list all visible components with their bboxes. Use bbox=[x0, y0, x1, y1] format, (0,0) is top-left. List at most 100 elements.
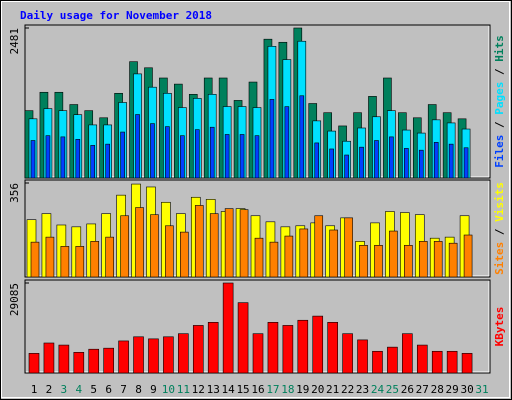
x-tick-label: 22 bbox=[341, 383, 354, 396]
bar bbox=[359, 146, 364, 179]
x-tick-label: 25 bbox=[386, 383, 399, 396]
bar bbox=[252, 333, 264, 374]
bar bbox=[60, 246, 70, 278]
bar bbox=[45, 236, 55, 278]
bar bbox=[299, 95, 305, 179]
x-tick-label: 28 bbox=[431, 383, 444, 396]
bar bbox=[209, 126, 215, 179]
x-tick-label: 2 bbox=[46, 383, 53, 396]
bar bbox=[402, 333, 413, 374]
bar bbox=[448, 242, 458, 278]
x-tick-label: 8 bbox=[135, 383, 142, 396]
bar bbox=[389, 230, 398, 278]
y-tick-label: 2481 bbox=[8, 28, 21, 55]
bar bbox=[433, 241, 443, 278]
x-tick-label: 26 bbox=[401, 383, 414, 396]
x-tick-label: 30 bbox=[460, 383, 473, 396]
bar bbox=[75, 246, 85, 278]
bar bbox=[329, 229, 338, 278]
bar bbox=[178, 333, 189, 374]
legend: KBytes bbox=[493, 307, 506, 347]
bar bbox=[118, 340, 129, 374]
bar bbox=[254, 237, 264, 278]
bar bbox=[135, 207, 144, 278]
x-tick-label: 11 bbox=[177, 383, 190, 396]
bar bbox=[224, 208, 234, 278]
bar bbox=[224, 134, 230, 179]
bar bbox=[431, 350, 443, 374]
bar bbox=[389, 136, 394, 179]
bar bbox=[163, 336, 174, 374]
bar bbox=[404, 148, 409, 179]
x-tick-label: 4 bbox=[75, 383, 82, 396]
bar bbox=[284, 235, 294, 278]
bar bbox=[314, 215, 324, 278]
bar bbox=[267, 322, 279, 374]
bar bbox=[30, 241, 40, 278]
bar bbox=[461, 353, 473, 374]
legend-entry: Sites bbox=[493, 242, 506, 275]
y-tick-label: 29085 bbox=[8, 283, 21, 316]
x-tick-label: 9 bbox=[150, 383, 157, 396]
bar bbox=[133, 336, 144, 374]
bar bbox=[222, 282, 234, 374]
bar bbox=[60, 136, 66, 179]
bar bbox=[254, 135, 260, 179]
bar bbox=[314, 142, 320, 179]
bar bbox=[105, 236, 114, 278]
bar bbox=[135, 114, 140, 179]
x-tick-label: 10 bbox=[162, 383, 175, 396]
legend-entry: Pages bbox=[493, 82, 506, 115]
bar bbox=[239, 209, 249, 278]
bar bbox=[103, 347, 114, 374]
bar bbox=[374, 140, 379, 179]
legend-entry: Files bbox=[493, 135, 506, 168]
x-tick-label: 24 bbox=[371, 383, 385, 396]
bar bbox=[120, 131, 125, 179]
bar bbox=[207, 322, 219, 374]
bar bbox=[329, 148, 334, 179]
legend: Files / Pages / Hits bbox=[493, 35, 506, 168]
bar bbox=[239, 134, 245, 179]
bar bbox=[282, 325, 294, 374]
x-tick-label: 12 bbox=[192, 383, 205, 396]
bar bbox=[194, 129, 200, 179]
bar bbox=[448, 143, 454, 179]
bar bbox=[73, 352, 85, 374]
legend-entry: Hits bbox=[493, 35, 506, 62]
bar bbox=[148, 338, 159, 374]
bar bbox=[416, 344, 428, 374]
bar bbox=[58, 344, 70, 374]
bar bbox=[165, 225, 174, 278]
x-tick-label: 15 bbox=[236, 383, 249, 396]
bar bbox=[387, 346, 398, 374]
bar bbox=[269, 241, 279, 278]
bar bbox=[284, 106, 290, 179]
bar bbox=[372, 350, 383, 374]
bar bbox=[150, 214, 159, 278]
bar bbox=[75, 139, 81, 179]
bar bbox=[90, 241, 100, 278]
x-tick-label: 27 bbox=[416, 383, 429, 396]
bar bbox=[45, 135, 51, 179]
legend-separator: / bbox=[493, 115, 506, 135]
y-tick-label: 356 bbox=[8, 183, 21, 203]
bar bbox=[359, 245, 368, 278]
bar bbox=[120, 215, 129, 278]
x-tick-label: 7 bbox=[120, 383, 127, 396]
bar bbox=[237, 302, 249, 374]
x-tick-label: 29 bbox=[446, 383, 459, 396]
chart-title: Daily usage for November 2018 bbox=[20, 9, 212, 22]
bar bbox=[327, 322, 338, 374]
bar bbox=[404, 245, 413, 278]
bar bbox=[357, 339, 368, 374]
legend-separator: / bbox=[493, 62, 506, 82]
legend: Sites / Visits bbox=[493, 182, 506, 275]
bar bbox=[150, 123, 155, 179]
legend-entry: KBytes bbox=[493, 307, 506, 347]
x-tick-label: 21 bbox=[326, 383, 339, 396]
x-tick-label: 14 bbox=[222, 383, 236, 396]
bar bbox=[344, 217, 353, 278]
x-tick-label: 13 bbox=[207, 383, 220, 396]
